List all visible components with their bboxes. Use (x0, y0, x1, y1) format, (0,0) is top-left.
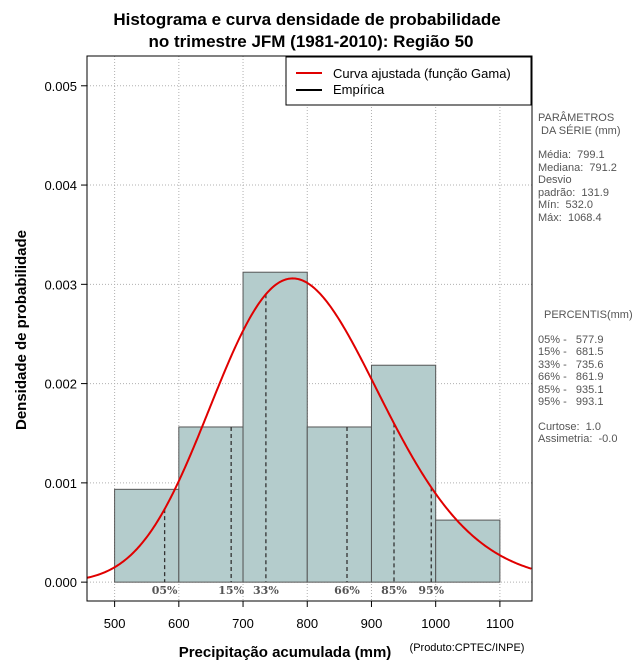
percentis-title: PERCENTIS(mm) (544, 309, 633, 321)
percentile-95: 95% - 993.1 (538, 396, 604, 408)
fitted-gamma-curve (86, 277, 532, 579)
y-tick-label: 0.004 (44, 178, 77, 193)
histogram-bar (306, 426, 372, 583)
y-tick-label: 0.005 (44, 79, 77, 94)
stat-media: Média: 799.1 (538, 149, 605, 161)
x-tick-label: 800 (296, 616, 318, 631)
percentile-label: 95% (418, 584, 444, 597)
percentile-33: 33% - 735.6 (538, 358, 604, 371)
x-tick-label: 500 (104, 616, 126, 631)
percentile-label: 05% (152, 584, 178, 597)
legend-box (285, 56, 532, 106)
y-tick-label: 0.000 (44, 575, 77, 590)
x-tick-label: 1000 (421, 616, 450, 631)
x-axis-label: Precipitação acumulada (mm) (179, 644, 392, 660)
params-title-1: PARÂMETROS (538, 112, 615, 124)
y-axis-label: Densidade de probabilidade (13, 230, 30, 430)
legend-curve-label: Curva ajustada (função Gama) (333, 66, 511, 81)
chart-title-line-1: Histograma e curva densidade de probabil… (113, 10, 500, 29)
percentile-05: 05% - 577.9 (538, 333, 604, 346)
histogram-bars (114, 271, 501, 583)
histogram-bar (435, 519, 501, 583)
params-title-2: DA SÉRIE (mm) (538, 124, 621, 137)
x-tick-label: 700 (232, 616, 254, 631)
percentile-markers: 05% 15% 33% 66% 85% 95% (152, 294, 445, 597)
percentile-label: 33% (253, 584, 279, 597)
chart-title-line-2: no trimestre JFM (1981-2010): Região 50 (148, 32, 473, 51)
y-axis-ticks: 0.000 0.001 0.002 0.003 0.004 0.005 (44, 79, 87, 590)
y-tick-label: 0.002 (44, 377, 77, 392)
legend: Curva ajustada (função Gama) Empírica (285, 56, 532, 106)
stat-curtose: Curtose: 1.0 (538, 420, 601, 433)
legend-empirical-label: Empírica (333, 82, 385, 97)
x-tick-label: 900 (361, 616, 383, 631)
plot-frame (86, 55, 533, 602)
percentile-15: 15% - 681.5 (538, 346, 604, 358)
x-tick-label: 600 (168, 616, 190, 631)
y-tick-label: 0.001 (44, 476, 77, 491)
histogram-bar (242, 271, 308, 583)
percentile-85: 85% - 935.1 (538, 383, 604, 396)
stat-desvio-1: Desvio (538, 174, 572, 186)
percentile-label: 66% (334, 584, 360, 597)
percentile-label: 15% (218, 584, 244, 597)
percentile-label: 85% (381, 584, 407, 597)
stat-mediana: Mediana: 791.2 (538, 161, 617, 174)
stat-min: Mín: 532.0 (538, 199, 594, 211)
histogram-bar (178, 426, 244, 583)
y-tick-label: 0.003 (44, 277, 77, 292)
fitted-curve-group (86, 277, 532, 579)
stat-max: Máx: 1068.4 (538, 211, 602, 224)
product-credit: (Produto:CPTEC/INPE) (410, 642, 525, 654)
stat-desvio-2: padrão: 131.9 (538, 186, 609, 199)
percentile-66: 66% - 861.9 (538, 371, 604, 383)
stat-assimetria: Assimetria: -0.0 (538, 433, 618, 445)
x-tick-label: 1100 (486, 616, 514, 631)
x-axis-ticks: 500 600 700 800 900 1000 1100 (104, 601, 514, 631)
statistics-panel: PARÂMETROS DA SÉRIE (mm) Média: 799.1 Me… (538, 112, 640, 446)
